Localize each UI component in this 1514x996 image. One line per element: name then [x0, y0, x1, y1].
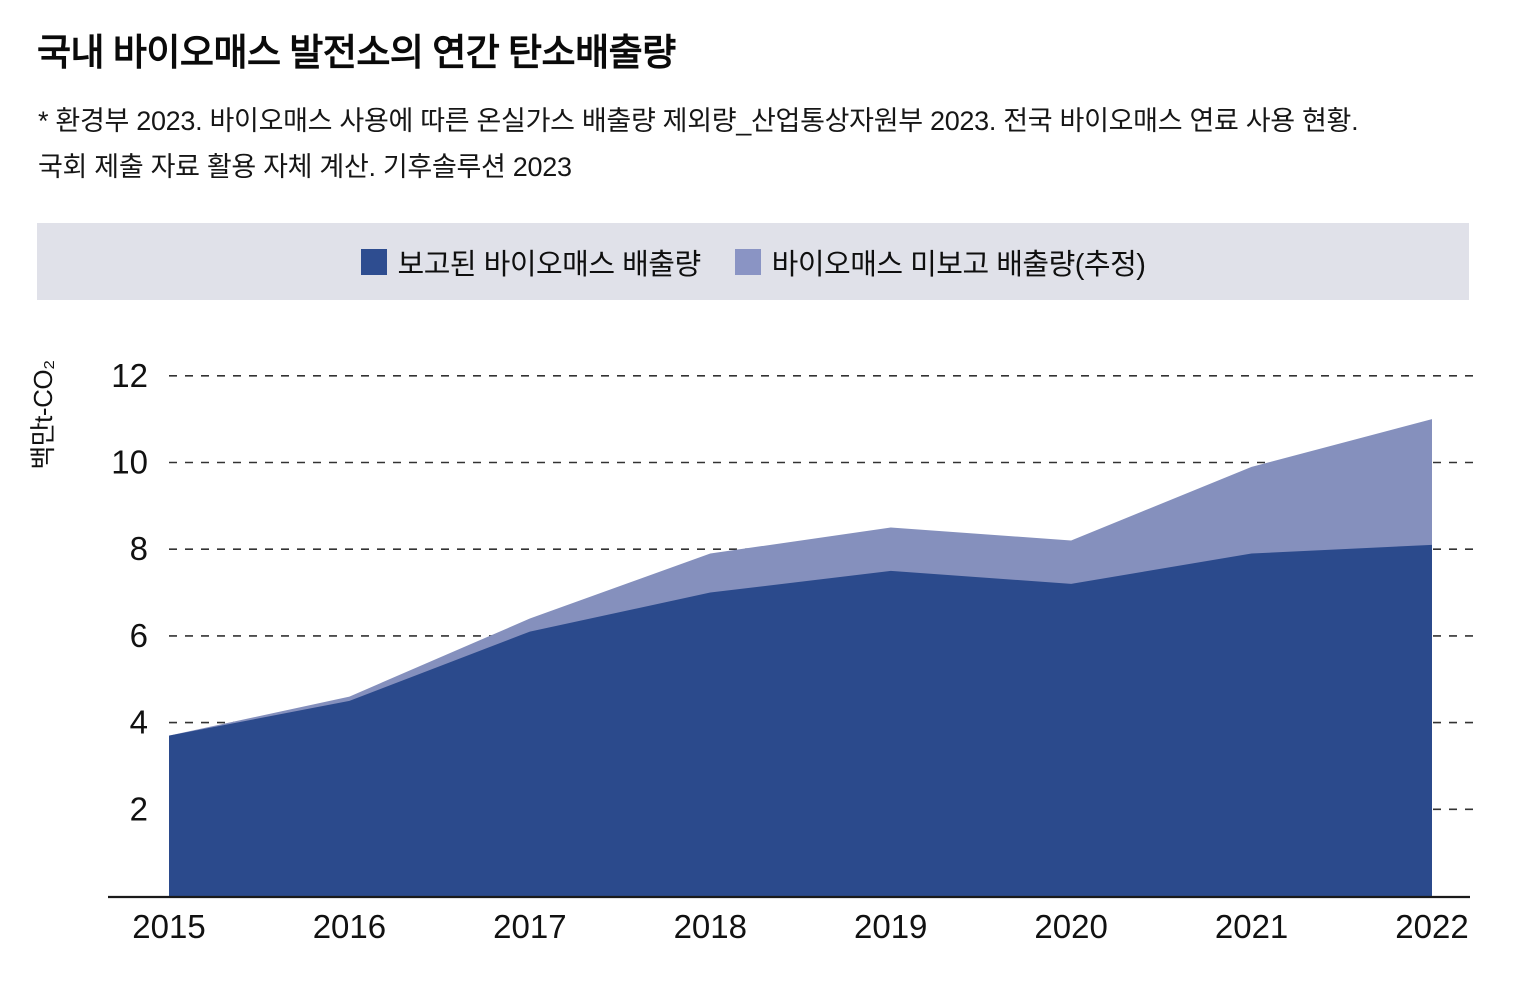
page-title: 국내 바이오매스 발전소의 연간 탄소배출량 [37, 33, 676, 74]
y-tick-label: 10 [111, 444, 148, 481]
y-axis-title: 백만t-CO₂ [28, 360, 58, 469]
x-tick-label: 2018 [674, 908, 747, 945]
source-note: * 환경부 2023. 바이오매스 사용에 따른 온실가스 배출량 제외량_산업… [38, 98, 1359, 190]
reported-emissions-area [169, 544, 1432, 896]
x-tick-label: 2017 [493, 908, 566, 945]
x-tick-label: 2015 [132, 908, 205, 945]
legend-item-reported: 보고된 바이오매스 배출량 [360, 241, 702, 283]
x-tick-label: 2022 [1395, 908, 1468, 945]
legend-label-reported: 보고된 바이오매스 배출량 [397, 248, 702, 281]
x-tick-label: 2020 [1034, 908, 1107, 945]
y-tick-label: 4 [130, 704, 148, 741]
unreported-series-swatch-icon [734, 248, 761, 275]
legend-label-unreported: 바이오매스 미보고 배출량(추정) [771, 248, 1146, 281]
chart-legend: 보고된 바이오매스 배출량 바이오매스 미보고 배출량(추정) [37, 223, 1469, 300]
y-tick-label: 2 [130, 790, 148, 827]
x-tick-label: 2016 [313, 908, 386, 945]
reported-series-swatch-icon [360, 248, 387, 275]
source-note-line-1: * 환경부 2023. 바이오매스 사용에 따른 온실가스 배출량 제외량_산업… [38, 106, 1359, 136]
y-tick-label: 12 [111, 357, 148, 394]
y-tick-label: 8 [130, 530, 148, 567]
y-tick-label: 6 [130, 617, 148, 654]
source-note-line-2: 국회 제출 자료 활용 자체 계산. 기후솔루션 2023 [38, 152, 572, 182]
legend-item-unreported: 바이오매스 미보고 배출량(추정) [734, 241, 1146, 283]
x-tick-label: 2021 [1215, 908, 1288, 945]
x-tick-label: 2019 [854, 908, 927, 945]
